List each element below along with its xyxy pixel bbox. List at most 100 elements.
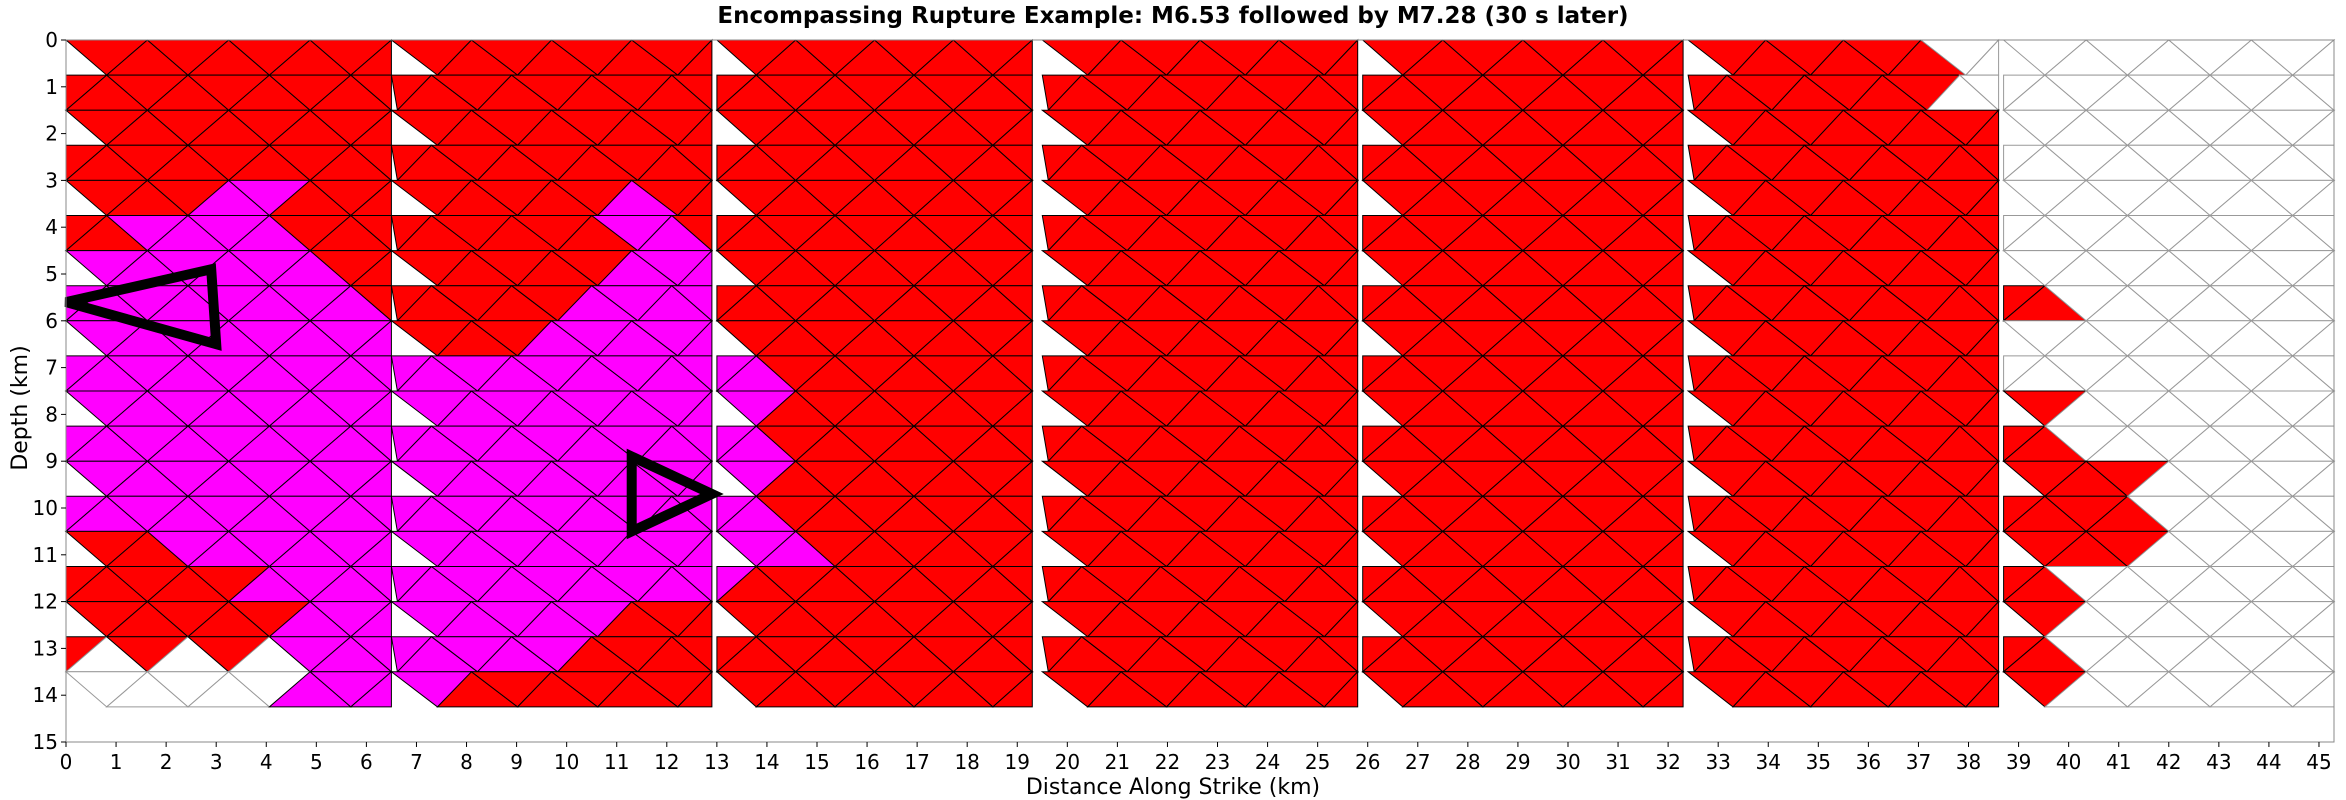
x-tick-label: 38 [1956, 750, 1981, 774]
fault-element [1323, 670, 1359, 708]
fault-element [1641, 215, 1684, 252]
x-tick-label: 37 [1906, 750, 1931, 774]
y-tick-label: 2 [45, 122, 58, 146]
fault-element [1958, 425, 2000, 463]
fault-element [1641, 495, 1684, 533]
x-tick-label: 35 [1806, 750, 1831, 774]
x-tick-label: 17 [904, 750, 929, 774]
fault-element [349, 495, 392, 533]
fault-element [1641, 144, 1684, 182]
fault-element [670, 74, 713, 112]
y-tick-label: 12 [33, 590, 58, 614]
x-tick-label: 23 [1205, 750, 1230, 774]
x-tick-label: 19 [1005, 750, 1030, 774]
x-tick-label: 12 [654, 750, 679, 774]
fault-element [1316, 425, 1359, 463]
fault-element [1641, 670, 1684, 708]
x-tick-label: 14 [754, 750, 779, 774]
x-tick-label: 18 [954, 750, 979, 774]
fault-element [991, 355, 1033, 393]
fault-element [1958, 566, 2000, 603]
x-tick-label: 26 [1355, 750, 1380, 774]
x-tick-label: 20 [1055, 750, 1080, 774]
x-tick-label: 8 [460, 750, 473, 774]
fault-element [1641, 636, 1684, 673]
y-tick-label: 9 [45, 449, 58, 473]
x-tick-label: 31 [1605, 750, 1630, 774]
x-tick-label: 10 [554, 750, 579, 774]
fault-element [1316, 74, 1359, 112]
fault-element [349, 74, 392, 112]
fault-element [349, 636, 392, 673]
fault-element [349, 144, 392, 182]
x-tick-label: 40 [2056, 750, 2081, 774]
x-tick-label: 1 [110, 750, 123, 774]
fault-element [1958, 215, 2000, 252]
fault-element [1958, 495, 2000, 533]
fault-element [1958, 285, 2000, 322]
y-tick-label: 7 [45, 356, 58, 380]
x-tick-label: 7 [410, 750, 423, 774]
x-tick-label: 33 [1705, 750, 1730, 774]
x-tick-label: 22 [1155, 750, 1180, 774]
x-tick-label: 25 [1305, 750, 1330, 774]
fault-element [1958, 74, 2000, 112]
fault-element [670, 636, 713, 673]
x-tick-label: 11 [604, 750, 629, 774]
fault-element [676, 670, 713, 708]
fault-element [1964, 670, 2000, 708]
fault-element [991, 144, 1033, 182]
y-tick-label: 5 [45, 262, 58, 286]
x-tick-label: 39 [2006, 750, 2031, 774]
y-tick-label: 4 [45, 215, 58, 239]
x-tick-label: 16 [854, 750, 879, 774]
fault-element [991, 215, 1033, 252]
fault-element [1641, 74, 1684, 112]
fault-element [1316, 636, 1359, 673]
fault-element [991, 425, 1033, 463]
hypocenter-marker [626, 448, 724, 540]
hypocenter-marker [64, 263, 222, 351]
x-tick-label: 13 [704, 750, 729, 774]
y-tick-label: 13 [33, 636, 58, 660]
fault-element [991, 495, 1033, 533]
fault-element [349, 566, 392, 603]
fault-element [349, 285, 392, 322]
fault-element [1958, 636, 2000, 673]
x-tick-label: 21 [1105, 750, 1130, 774]
triangular-elements [64, 38, 2336, 708]
fault-element [1641, 425, 1684, 463]
fault-element [349, 215, 392, 252]
fault-element [1958, 355, 2000, 393]
fault-element [670, 355, 713, 393]
fault-element [1316, 215, 1359, 252]
x-tick-label: 43 [2206, 750, 2231, 774]
x-tick-label: 44 [2256, 750, 2281, 774]
x-tick-label: 6 [360, 750, 373, 774]
x-tick-label: 2 [160, 750, 173, 774]
fault-element [1641, 566, 1684, 603]
y-tick-label: 3 [45, 168, 58, 192]
x-tick-label: 45 [2306, 750, 2331, 774]
x-tick-label: 42 [2156, 750, 2181, 774]
x-tick-label: 9 [510, 750, 523, 774]
fault-element [1316, 144, 1359, 182]
y-tick-label: 14 [33, 683, 58, 707]
x-tick-label: 36 [1856, 750, 1881, 774]
x-tick-label: 0 [60, 750, 73, 774]
y-tick-label: 15 [33, 730, 58, 754]
fault-element [349, 670, 392, 708]
x-tick-label: 24 [1255, 750, 1280, 774]
plot-frame [65, 39, 2335, 743]
x-tick-label: 3 [210, 750, 223, 774]
y-tick-label: 6 [45, 309, 58, 333]
fault-element [1316, 285, 1359, 322]
x-tick-label: 30 [1555, 750, 1580, 774]
x-tick-label: 5 [310, 750, 323, 774]
x-tick-label: 41 [2106, 750, 2131, 774]
fault-element [1958, 144, 2000, 182]
fault-element [670, 425, 713, 463]
x-tick-label: 4 [260, 750, 273, 774]
